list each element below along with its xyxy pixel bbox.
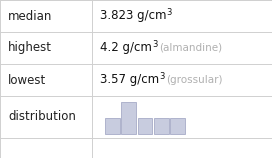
- Text: highest: highest: [8, 42, 52, 55]
- Bar: [170, 118, 185, 134]
- Bar: [138, 118, 152, 134]
- Text: 3: 3: [166, 8, 172, 17]
- Bar: [121, 102, 136, 134]
- Text: (grossular): (grossular): [166, 75, 222, 85]
- Text: (almandine): (almandine): [159, 43, 222, 53]
- Text: 3.57 g/cm: 3.57 g/cm: [100, 73, 159, 86]
- Bar: [105, 118, 120, 134]
- Text: distribution: distribution: [8, 110, 76, 124]
- Text: 3.823 g/cm: 3.823 g/cm: [100, 9, 166, 22]
- Text: lowest: lowest: [8, 73, 46, 86]
- Text: median: median: [8, 9, 52, 22]
- Text: 3: 3: [152, 40, 157, 49]
- Text: 3: 3: [159, 72, 165, 81]
- Text: 4.2 g/cm: 4.2 g/cm: [100, 42, 152, 55]
- Bar: [154, 118, 169, 134]
